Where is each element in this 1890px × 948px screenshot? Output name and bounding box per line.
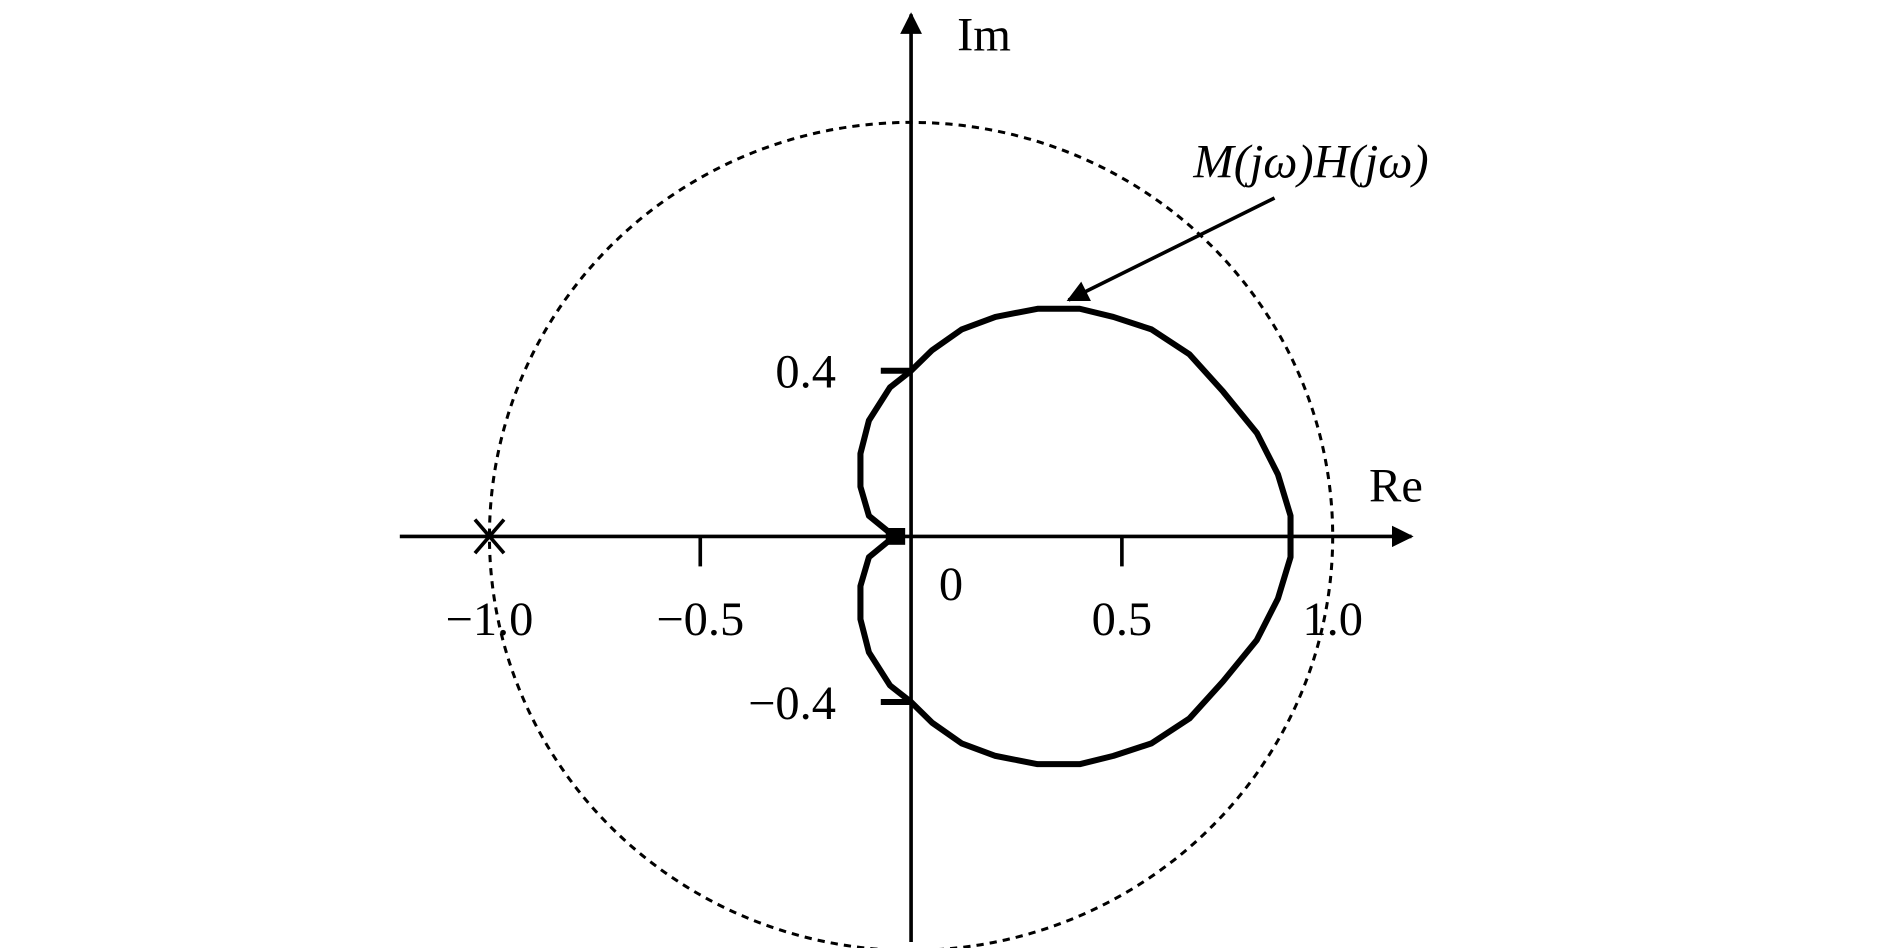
nyquist-curve [857,305,1294,768]
x-tick-label: 0.5 [1092,593,1153,646]
y-tick-label: 0.4 [775,346,836,399]
critical-point-marker [473,518,506,555]
y-tick-label: −0.4 [748,677,836,730]
curve-annotation: M(jω)H(jω) [1192,136,1428,189]
y-axis-label: Im [957,9,1011,62]
x-tick-label: −1.0 [446,593,534,646]
annotation-arrow [1066,196,1276,302]
x-tick-label: 1.0 [1302,593,1363,646]
curve-origin-mark [885,528,906,545]
x-axis-label: Re [1369,460,1423,513]
origin-label: 0 [939,558,963,611]
x-tick-label: −0.5 [656,593,744,646]
